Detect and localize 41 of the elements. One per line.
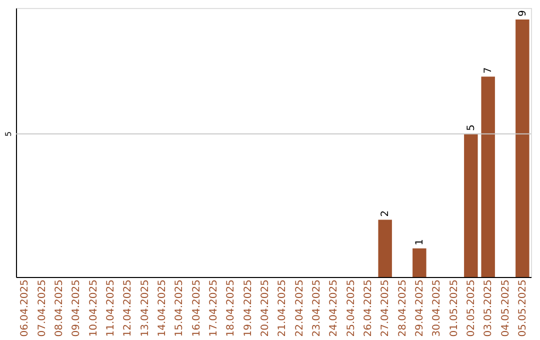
x-tick-label: 15.04.2025 — [174, 280, 186, 337]
bar — [516, 19, 530, 277]
x-tick-label: 17.04.2025 — [208, 280, 220, 337]
bar — [481, 76, 495, 277]
x-tick-label: 28.04.2025 — [397, 280, 408, 337]
x-tick-label: 14.04.2025 — [156, 280, 168, 337]
x-tick-label: 27.04.2025 — [380, 280, 392, 337]
x-tick-label: 08.04.2025 — [54, 280, 65, 337]
x-tick-label: 25.04.2025 — [346, 280, 357, 337]
data-label: 2 — [380, 210, 392, 217]
x-tick-label: 22.04.2025 — [294, 280, 306, 337]
x-tick-label: 02.05.2025 — [466, 280, 477, 337]
x-tick-label: 06.04.2025 — [20, 280, 31, 337]
x-tick-label: 29.04.2025 — [414, 280, 426, 337]
x-tick-label: 16.04.2025 — [191, 280, 202, 337]
x-tick-label: 30.04.2025 — [432, 280, 443, 337]
x-tick-label: 20.04.2025 — [260, 280, 271, 337]
x-tick-label: 05.05.2025 — [517, 280, 528, 337]
bar — [378, 220, 392, 277]
x-tick-label: 21.04.2025 — [277, 280, 288, 337]
bar — [464, 134, 478, 277]
data-label: 5 — [466, 124, 477, 131]
x-tick-label: 09.04.2025 — [71, 280, 82, 337]
x-tick-label: 12.04.2025 — [122, 280, 134, 337]
x-tick-label: 04.05.2025 — [500, 280, 512, 337]
x-tick-label: 11.04.2025 — [105, 280, 116, 337]
x-tick-label: 24.04.2025 — [328, 280, 340, 337]
x-tick-label: 01.05.2025 — [448, 280, 460, 337]
x-tick-label: 10.04.2025 — [88, 280, 100, 337]
data-label: 1 — [414, 239, 426, 246]
data-label: 7 — [483, 67, 494, 74]
bar — [412, 248, 426, 277]
x-tick-label: 18.04.2025 — [226, 280, 237, 337]
x-tick-label: 23.04.2025 — [311, 280, 322, 337]
x-tick-label: 19.04.2025 — [242, 280, 254, 337]
ref-line-label: 5 — [4, 131, 13, 136]
x-tick-label: 26.04.2025 — [362, 280, 374, 337]
x-tick-label: 07.04.2025 — [36, 280, 48, 337]
x-tick-label: 03.05.2025 — [483, 280, 494, 337]
x-tick-label: 13.04.2025 — [140, 280, 151, 337]
data-label: 9 — [517, 10, 528, 16]
